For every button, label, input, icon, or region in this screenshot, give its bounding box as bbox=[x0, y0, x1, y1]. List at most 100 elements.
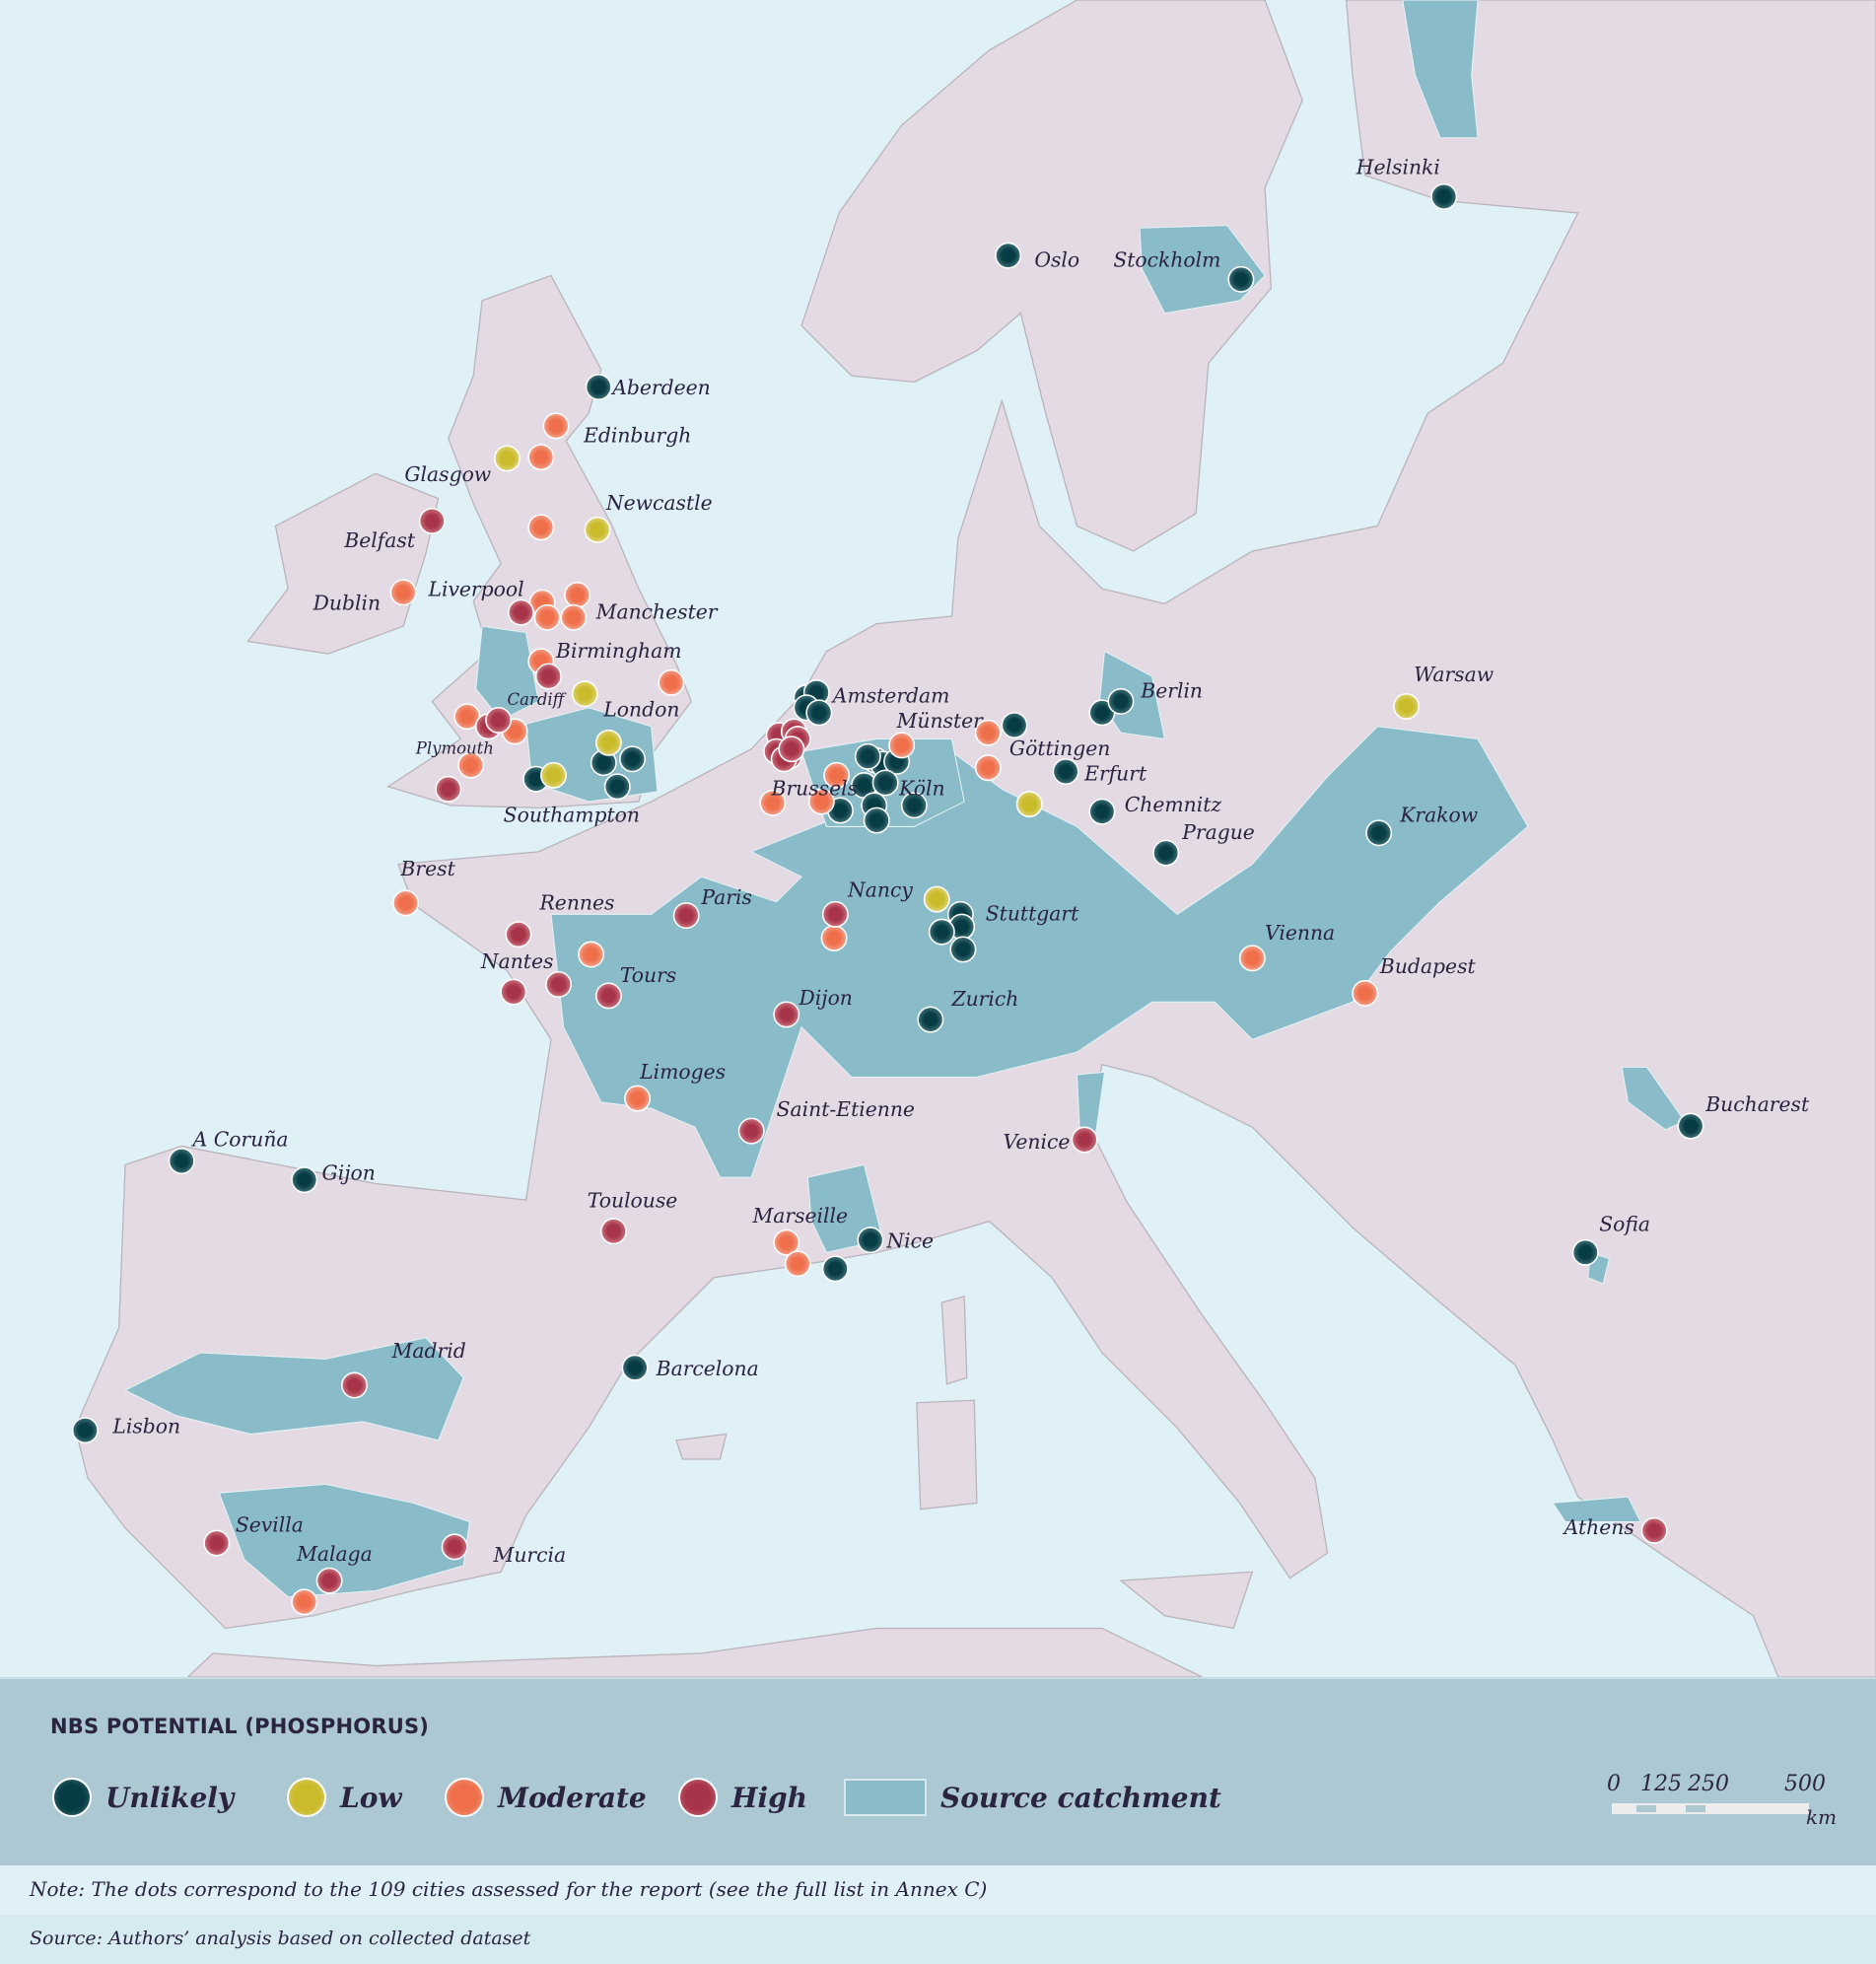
city-dot-high[interactable] bbox=[600, 1218, 627, 1245]
city-dot-high[interactable] bbox=[534, 663, 562, 690]
city-dot-unlikely[interactable] bbox=[995, 242, 1022, 269]
city-dot-unlikely[interactable] bbox=[1227, 265, 1255, 293]
city-dot-moderate[interactable] bbox=[389, 579, 417, 606]
catchment-bucharest bbox=[1621, 1066, 1686, 1131]
city-dot-moderate[interactable] bbox=[658, 668, 685, 696]
city-label: Münster bbox=[896, 709, 985, 733]
city-dot-high[interactable] bbox=[500, 978, 527, 1006]
city-dot-high[interactable] bbox=[737, 1117, 765, 1145]
city-dot-high[interactable] bbox=[341, 1371, 368, 1399]
city-dot-high[interactable] bbox=[773, 1001, 800, 1028]
city-dot-unlikely[interactable] bbox=[1677, 1112, 1704, 1140]
city-dot-unlikely[interactable] bbox=[1152, 839, 1180, 867]
city-dot-low[interactable] bbox=[594, 729, 622, 756]
city-dot-moderate[interactable] bbox=[759, 789, 787, 816]
city-dot-unlikely[interactable] bbox=[619, 745, 646, 773]
city-dot-unlikely[interactable] bbox=[821, 1255, 849, 1283]
city-dot-high[interactable] bbox=[435, 775, 462, 803]
land-scandinavia bbox=[800, 0, 1303, 552]
city-dot-moderate[interactable] bbox=[820, 925, 848, 951]
city-dot-low[interactable] bbox=[923, 885, 950, 913]
catchment-athens bbox=[1552, 1496, 1641, 1522]
city-label: Helsinki bbox=[1355, 156, 1440, 179]
city-label: Brest bbox=[400, 857, 456, 880]
legend-item-moderate: Moderate bbox=[445, 1776, 647, 1819]
city-dot-high[interactable] bbox=[778, 736, 805, 763]
city-label: Belfast bbox=[343, 528, 415, 552]
city-dot-high[interactable] bbox=[545, 971, 573, 998]
city-label: Erfurt bbox=[1083, 761, 1147, 785]
city-dot-moderate[interactable] bbox=[533, 603, 561, 631]
city-dot-unlikely[interactable] bbox=[71, 1417, 99, 1444]
land-sicily bbox=[1119, 1571, 1254, 1630]
city-dot-unlikely[interactable] bbox=[1430, 182, 1458, 210]
city-dot-moderate[interactable] bbox=[542, 412, 570, 440]
city-dot-moderate[interactable] bbox=[773, 1228, 800, 1256]
city-dot-high[interactable] bbox=[1071, 1126, 1098, 1154]
city-dot-unlikely[interactable] bbox=[900, 792, 928, 819]
city-dot-moderate[interactable] bbox=[1352, 979, 1379, 1007]
city-dot-high[interactable] bbox=[485, 706, 513, 734]
city-dot-unlikely[interactable] bbox=[1571, 1238, 1599, 1266]
city-dot-low[interactable] bbox=[494, 445, 521, 472]
city-dot-unlikely[interactable] bbox=[168, 1148, 195, 1175]
legend-label: Moderate bbox=[498, 1781, 647, 1814]
city-dot-unlikely[interactable] bbox=[603, 773, 631, 801]
city-dot-unlikely[interactable] bbox=[291, 1166, 318, 1194]
city-dot-moderate[interactable] bbox=[578, 941, 605, 968]
city-dot-moderate[interactable] bbox=[392, 889, 420, 917]
city-dot-unlikely[interactable] bbox=[1365, 819, 1393, 847]
city-dot-high[interactable] bbox=[1640, 1516, 1668, 1544]
city-dot-high[interactable] bbox=[418, 508, 446, 534]
city-label: A Coruña bbox=[191, 1127, 289, 1151]
city-dot-moderate[interactable] bbox=[564, 581, 591, 608]
city-dot-unlikely[interactable] bbox=[1088, 798, 1116, 825]
city-dot-low[interactable] bbox=[540, 761, 567, 789]
city-dot-moderate[interactable] bbox=[291, 1588, 318, 1616]
city-dot-unlikely[interactable] bbox=[621, 1354, 649, 1381]
city-dot-moderate[interactable] bbox=[457, 751, 485, 779]
city-dot-unlikely[interactable] bbox=[854, 742, 881, 770]
city-label: Warsaw bbox=[1414, 663, 1494, 686]
city-dot-high[interactable] bbox=[508, 598, 534, 626]
legend-label: High bbox=[731, 1781, 808, 1814]
city-dot-low[interactable] bbox=[1393, 693, 1421, 720]
city-dot-unlikely[interactable] bbox=[585, 374, 612, 401]
note-text: Note: The dots correspond to the 109 cit… bbox=[30, 1877, 988, 1901]
city-dot-high[interactable] bbox=[315, 1567, 343, 1594]
city-dot-moderate[interactable] bbox=[624, 1085, 652, 1112]
city-dot-moderate[interactable] bbox=[1238, 945, 1266, 972]
city-dot-moderate[interactable] bbox=[527, 514, 555, 541]
city-dot-moderate[interactable] bbox=[888, 732, 916, 759]
city-dot-moderate[interactable] bbox=[974, 719, 1002, 746]
city-dot-high[interactable] bbox=[441, 1533, 468, 1561]
city-dot-unlikely[interactable] bbox=[857, 1227, 884, 1254]
city-dot-moderate[interactable] bbox=[527, 444, 555, 471]
city-dot-unlikely[interactable] bbox=[805, 699, 833, 727]
catchment-swatch-icon bbox=[844, 1779, 927, 1816]
city-dot-unlikely[interactable] bbox=[1052, 758, 1079, 786]
city-dot-high[interactable] bbox=[821, 900, 849, 928]
city-dot-high[interactable] bbox=[672, 902, 700, 930]
city-dot-low[interactable] bbox=[571, 680, 598, 708]
scale-segment bbox=[1686, 1805, 1705, 1812]
city-dot-moderate[interactable] bbox=[823, 761, 851, 789]
city-dot-moderate[interactable] bbox=[784, 1250, 811, 1278]
city-dot-unlikely[interactable] bbox=[871, 769, 899, 797]
city-dot-unlikely[interactable] bbox=[863, 807, 890, 834]
city-dot-moderate[interactable] bbox=[560, 603, 588, 631]
city-dot-moderate[interactable] bbox=[807, 788, 835, 815]
city-dot-high[interactable] bbox=[505, 921, 532, 948]
city-dot-low[interactable] bbox=[1015, 791, 1043, 818]
city-dot-unlikely[interactable] bbox=[917, 1006, 944, 1033]
city-dot-unlikely[interactable] bbox=[1107, 687, 1135, 715]
city-label: Barcelona bbox=[656, 1357, 759, 1380]
city-dot-unlikely[interactable] bbox=[928, 918, 955, 946]
city-dot-high[interactable] bbox=[203, 1529, 231, 1557]
city-dot-unlikely[interactable] bbox=[1001, 712, 1028, 738]
city-dot-moderate[interactable] bbox=[974, 754, 1002, 782]
city-dot-moderate[interactable] bbox=[453, 703, 481, 731]
city-dot-high[interactable] bbox=[594, 982, 622, 1010]
city-dot-unlikely[interactable] bbox=[949, 936, 977, 963]
city-dot-low[interactable] bbox=[584, 516, 611, 543]
